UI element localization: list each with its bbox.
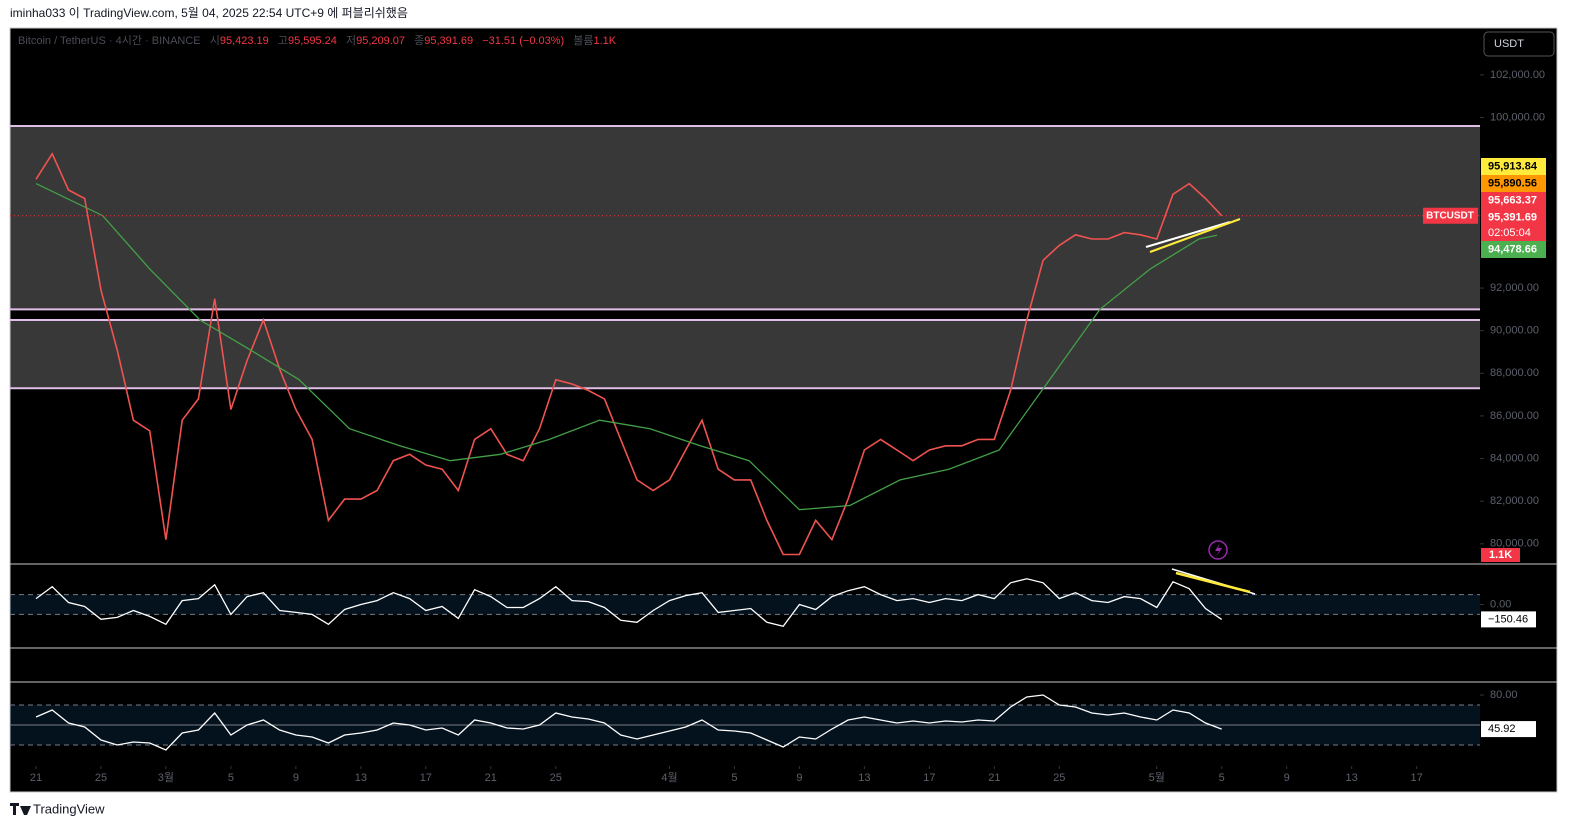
brand-logo xyxy=(10,803,31,815)
ohlc-value: 95,595.24 xyxy=(288,35,337,47)
x-tick-label: 9 xyxy=(1284,772,1290,784)
x-tick-label: 17 xyxy=(923,772,935,784)
price-tag-label: 94,478.66 xyxy=(1488,243,1537,255)
currency-button[interactable] xyxy=(1483,31,1555,57)
x-tick-label: 17 xyxy=(1411,772,1423,784)
value-tag-label: 45.92 xyxy=(1488,723,1516,735)
x-tick-label: 4월 xyxy=(661,771,677,784)
x-tick-label: 25 xyxy=(95,772,107,784)
countdown: 02:05:04 xyxy=(1488,227,1531,239)
price-tag xyxy=(1481,158,1546,175)
trendline-drawing xyxy=(1175,571,1251,594)
series-line xyxy=(35,694,1222,751)
price-tag xyxy=(1481,175,1546,192)
x-tick-label: 5월 xyxy=(1149,771,1165,784)
y-tick-label: 88,000.00 xyxy=(1490,367,1539,379)
volume-tag xyxy=(1481,548,1520,562)
plot-layer: 102,000.00 100,000.00 92,000.00 90,000.00 88… xyxy=(10,69,1546,784)
volume: 1.1K xyxy=(593,35,616,47)
x-tick-label: 5 xyxy=(1219,772,1225,784)
price-tag-label: 95,890.56 xyxy=(1488,177,1537,189)
series-line xyxy=(35,152,1223,556)
ohlc-value: 95,423.19 xyxy=(220,35,269,47)
series-line xyxy=(35,578,1223,628)
volume-key: 볼륨 xyxy=(573,34,593,47)
price-tag xyxy=(1481,241,1546,258)
price-tag-label: 95,391.69 xyxy=(1488,211,1537,223)
y-tick-label: 100,000.00 xyxy=(1490,111,1545,123)
zone xyxy=(10,126,1480,310)
brand-name: TradingView xyxy=(33,801,105,816)
ohlc-key: 고 xyxy=(278,35,288,47)
ohlc-key: 종 xyxy=(414,35,424,47)
y-tick-label: 0.00 xyxy=(1490,598,1511,610)
value-tag-label: −150.46 xyxy=(1488,613,1528,625)
zone xyxy=(10,320,1480,389)
x-tick-label: 13 xyxy=(1346,772,1358,784)
chart-frame xyxy=(9,27,1558,793)
volume-tag-label: 1.1K xyxy=(1489,549,1512,561)
trendline-drawing xyxy=(1145,221,1231,248)
ohlc-key: 시 xyxy=(210,35,220,47)
ohlc-key: 저 xyxy=(346,34,356,47)
y-tick-label: 80.00 xyxy=(1490,689,1518,701)
x-tick-label: 21 xyxy=(485,772,497,784)
y-tick-label: 102,000.00 xyxy=(1490,69,1545,81)
price-tag xyxy=(1481,209,1546,241)
ohlc-value: 95,391.69 xyxy=(424,35,473,47)
x-tick-label: 5 xyxy=(731,772,737,784)
alert-bolt xyxy=(1215,543,1222,557)
x-tick-label: 3월 xyxy=(158,771,174,784)
x-tick-label: 17 xyxy=(420,772,432,784)
price-tag-label: 95,663.37 xyxy=(1488,194,1537,206)
currency-label: USDT xyxy=(1494,38,1524,50)
price-tag xyxy=(1481,192,1546,209)
symbol-tag-label: BTCUSDT xyxy=(1426,210,1474,221)
trendline-drawing xyxy=(1149,218,1241,253)
series-line xyxy=(35,183,1218,511)
x-tick-label: 25 xyxy=(1053,772,1065,784)
y-tick-label: 80,000.00 xyxy=(1490,538,1539,550)
x-tick-label: 9 xyxy=(796,772,802,784)
legend: Bitcoin / TetherUS · 4시간 · BINANCE 시95,4… xyxy=(18,34,617,47)
y-tick-label: 82,000.00 xyxy=(1490,495,1539,507)
symbol-tag xyxy=(1423,207,1478,224)
x-tick-label: 21 xyxy=(30,772,42,784)
y-tick-label: 90,000.00 xyxy=(1490,325,1539,337)
y-tick-label: 92,000.00 xyxy=(1490,282,1539,294)
ohlc-value: 95,209.07 xyxy=(356,35,405,47)
y-tick-label: 84,000.00 xyxy=(1490,452,1539,464)
x-tick-label: 9 xyxy=(293,772,299,784)
x-tick-label: 25 xyxy=(550,772,562,784)
change: −31.51 (−0.03%) xyxy=(482,35,564,47)
band-fill xyxy=(10,594,1480,615)
x-tick-label: 5 xyxy=(228,772,234,784)
x-tick-label: 21 xyxy=(988,772,1000,784)
x-tick-label: 13 xyxy=(355,772,367,784)
alert-icon[interactable] xyxy=(1208,540,1228,560)
x-tick-label: 13 xyxy=(858,772,870,784)
price-tag-label: 95,913.84 xyxy=(1488,160,1538,172)
y-tick-label: 86,000.00 xyxy=(1490,410,1539,422)
publisher-line: iminha033 이 TradingView.com, 5월 04, 2025… xyxy=(10,6,408,20)
symbol: Bitcoin / TetherUS · 4시간 · BINANCE xyxy=(18,34,201,47)
value-tag xyxy=(1481,721,1536,738)
value-tag xyxy=(1481,611,1536,628)
